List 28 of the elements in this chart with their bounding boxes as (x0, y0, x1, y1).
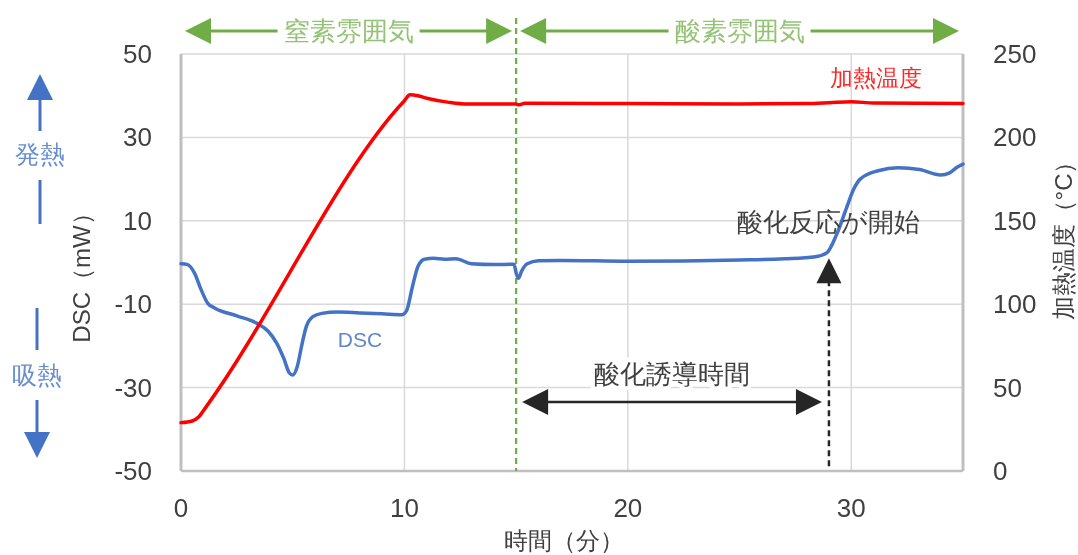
y2-tick-label: 200 (993, 122, 1037, 153)
y-tick-label: -10 (114, 289, 152, 320)
y-tick-label: 30 (123, 122, 152, 153)
y2-tick-label: 50 (993, 372, 1022, 403)
line-series (179, 93, 965, 425)
y-tick-label: -30 (114, 372, 152, 403)
y2-tick-label: 0 (993, 456, 1008, 486)
y2-tick-label: 150 (993, 205, 1037, 236)
y-tick-label: 50 (123, 39, 152, 69)
text: 発熱 (15, 140, 65, 168)
x-tick-label: 20 (613, 493, 643, 523)
y-axis-title: DSC（mW） (67, 201, 95, 343)
series-label: DSC (337, 327, 383, 351)
annotation: 酸化誘導時間 (594, 359, 751, 389)
x-tick-label: 10 (389, 493, 419, 523)
annotation: 酸化反応が開始 (737, 207, 921, 238)
y2-axis-title: 加熱温度（°C） (1049, 149, 1077, 321)
text: 吸熱 (12, 361, 62, 389)
x-tick-label: 30 (836, 493, 866, 523)
y-tick-label: -50 (114, 456, 152, 486)
series-label: 加熱温度 (830, 65, 922, 91)
x-axis-title: 時間（分） (504, 526, 624, 554)
text: 酸素雰囲気 (674, 16, 805, 46)
y2-tick-label: 250 (993, 39, 1037, 69)
x-tick-label: 0 (173, 493, 189, 523)
y-tick-label: 10 (123, 205, 152, 236)
y2-tick-label: 100 (993, 289, 1037, 320)
text: 窒素雰囲気 (283, 16, 414, 46)
